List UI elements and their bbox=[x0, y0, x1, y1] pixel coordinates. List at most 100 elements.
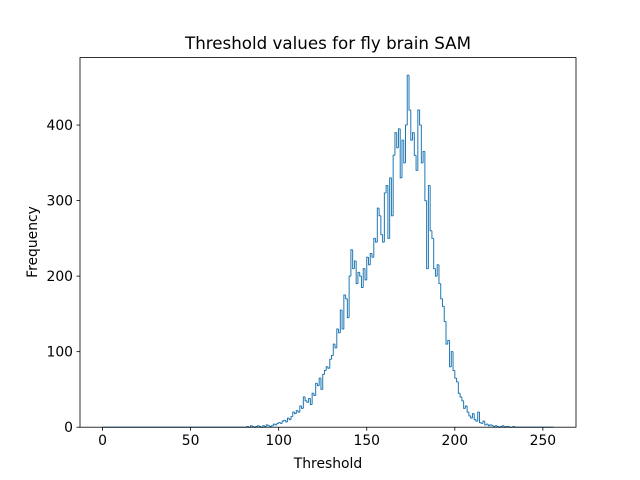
histogram-step bbox=[445, 321, 448, 345]
histogram-step bbox=[473, 413, 476, 421]
histogram-step bbox=[410, 109, 413, 141]
histogram-step bbox=[309, 398, 313, 406]
histogram-step bbox=[461, 396, 464, 402]
histogram-step bbox=[288, 418, 292, 421]
histogram-step bbox=[316, 383, 320, 387]
histogram-step bbox=[322, 373, 325, 390]
histogram-step bbox=[366, 256, 369, 280]
histogram-step bbox=[318, 377, 321, 386]
histogram-step bbox=[447, 339, 450, 345]
histogram-step bbox=[438, 264, 441, 285]
histogram-step bbox=[419, 109, 422, 126]
histogram-step bbox=[496, 425, 499, 427]
histogram-step bbox=[408, 75, 411, 111]
histogram-step bbox=[431, 230, 434, 239]
histogram-step bbox=[331, 354, 334, 360]
histogram-step bbox=[470, 415, 473, 419]
y-tick-label: 200 bbox=[46, 269, 73, 285]
histogram-step bbox=[339, 309, 343, 333]
histogram-step bbox=[450, 351, 454, 367]
histogram-step bbox=[484, 421, 487, 426]
histogram-step bbox=[272, 423, 276, 426]
histogram-step bbox=[267, 424, 270, 427]
histogram-step bbox=[274, 424, 277, 426]
histogram-step bbox=[295, 410, 299, 414]
histogram-step bbox=[387, 185, 390, 239]
histogram-step bbox=[264, 425, 267, 427]
histogram-step bbox=[378, 208, 381, 217]
histogram-step bbox=[389, 177, 392, 239]
y-tick-label: 0 bbox=[64, 420, 73, 436]
histogram-step bbox=[424, 151, 427, 202]
histogram-step bbox=[420, 125, 424, 164]
histogram-step bbox=[480, 422, 483, 424]
histogram-step bbox=[482, 420, 485, 424]
chart-title: Threshold values for fly brain SAM bbox=[184, 33, 471, 53]
histogram-step bbox=[487, 424, 491, 427]
histogram-step bbox=[394, 132, 397, 156]
histogram-step bbox=[443, 306, 447, 322]
histogram-step bbox=[392, 154, 395, 216]
histogram-step bbox=[301, 406, 304, 409]
histogram-step bbox=[415, 155, 418, 171]
histogram-step bbox=[315, 382, 318, 396]
histogram-step bbox=[338, 329, 341, 334]
histogram-step bbox=[346, 298, 350, 319]
histogram-step bbox=[454, 370, 457, 379]
histogram-step bbox=[355, 261, 358, 285]
x-tick-label: 200 bbox=[442, 433, 469, 449]
histogram-step bbox=[336, 328, 339, 348]
histogram-step bbox=[436, 264, 439, 277]
histogram-step bbox=[405, 124, 408, 163]
histogram-step bbox=[413, 132, 417, 156]
histogram-step bbox=[357, 271, 360, 284]
x-tick-label: 0 bbox=[98, 433, 107, 449]
histogram-step bbox=[352, 249, 355, 270]
histogram-step bbox=[380, 215, 383, 236]
histogram-step bbox=[353, 260, 357, 269]
histogram-step bbox=[464, 405, 468, 409]
histogram-step bbox=[368, 257, 371, 266]
histogram-step bbox=[385, 184, 388, 194]
histogram-step bbox=[399, 128, 402, 179]
histogram-step bbox=[449, 340, 452, 368]
histogram-step bbox=[262, 425, 265, 428]
histogram-step bbox=[463, 400, 466, 409]
histogram-step bbox=[350, 249, 353, 277]
histogram-step bbox=[459, 393, 462, 398]
histogram-step bbox=[348, 275, 351, 318]
histogram-step bbox=[332, 343, 336, 356]
histogram-step bbox=[397, 128, 401, 148]
histogram-step bbox=[494, 425, 498, 427]
histogram-step bbox=[257, 425, 260, 427]
x-tick-label: 150 bbox=[353, 433, 380, 449]
histogram-step bbox=[258, 425, 262, 427]
histogram-step bbox=[345, 295, 348, 300]
histogram-step bbox=[279, 422, 283, 424]
histogram-step bbox=[362, 268, 365, 288]
histogram-step bbox=[493, 425, 496, 427]
histogram-step bbox=[427, 184, 431, 269]
plot-frame bbox=[79, 57, 577, 428]
histogram-step bbox=[478, 412, 482, 424]
histogram-step bbox=[466, 406, 469, 413]
histogram-step bbox=[489, 424, 492, 426]
histogram-step bbox=[468, 412, 471, 417]
x-tick-label: 250 bbox=[530, 433, 557, 449]
histogram-step bbox=[390, 177, 394, 217]
histogram-step bbox=[311, 392, 314, 405]
y-tick-label: 100 bbox=[46, 345, 73, 361]
histogram-step bbox=[283, 419, 286, 422]
histogram-step bbox=[251, 425, 255, 427]
x-tick-label: 100 bbox=[265, 433, 292, 449]
histogram-step bbox=[375, 238, 378, 243]
histogram-step bbox=[360, 276, 364, 288]
histogram-step bbox=[369, 252, 373, 265]
histogram-step bbox=[403, 140, 406, 164]
histogram-step bbox=[302, 396, 306, 409]
histogram-step bbox=[297, 410, 300, 413]
histogram-step bbox=[491, 424, 494, 427]
histogram-step bbox=[294, 412, 297, 415]
